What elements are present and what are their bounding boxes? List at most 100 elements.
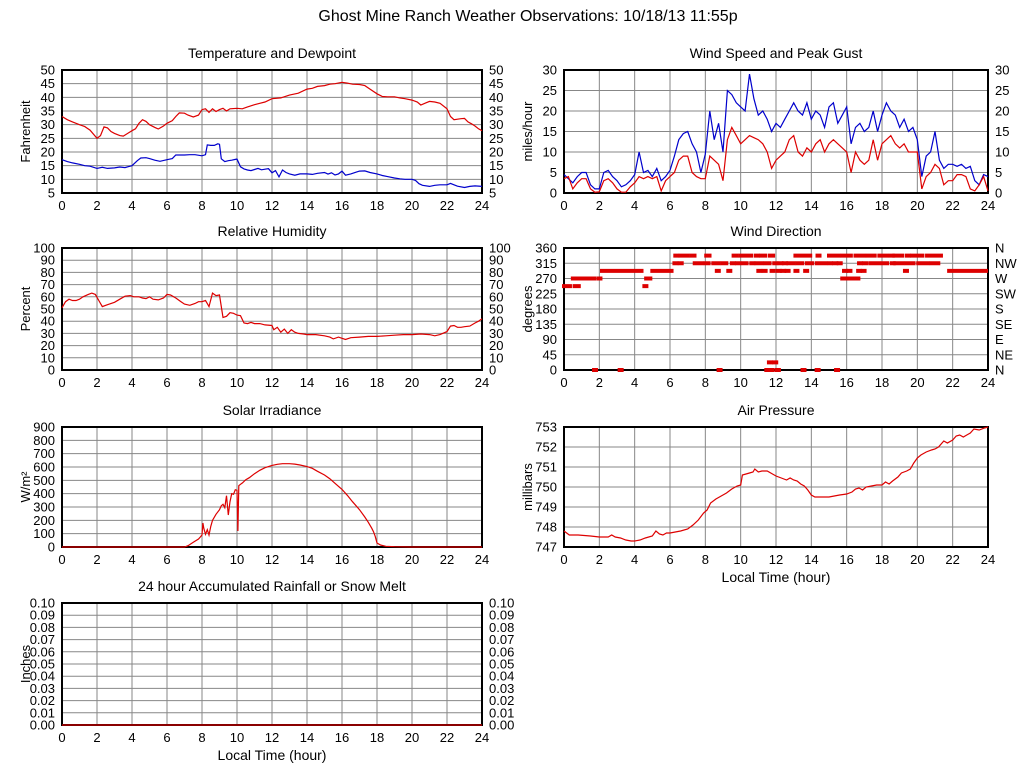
temperature-dewpoint-plot-frame <box>61 69 483 194</box>
svg-text:400: 400 <box>33 486 55 501</box>
svg-text:0.10: 0.10 <box>30 596 55 611</box>
svg-text:18: 18 <box>875 198 889 213</box>
wind-direction-mark <box>741 261 749 266</box>
svg-text:6: 6 <box>163 552 170 567</box>
svg-text:4: 4 <box>128 198 135 213</box>
svg-text:16: 16 <box>335 730 349 745</box>
svg-text:20: 20 <box>405 375 419 390</box>
wind-direction-mark <box>677 261 684 266</box>
svg-text:2: 2 <box>596 375 603 390</box>
svg-text:20: 20 <box>910 375 924 390</box>
svg-text:45: 45 <box>489 76 503 91</box>
temperature-dewpoint-ylabel: Fahrenheit <box>18 100 33 163</box>
wind-direction-mark <box>716 368 723 372</box>
svg-text:8: 8 <box>702 198 709 213</box>
svg-text:900: 900 <box>33 420 55 435</box>
irradiance-series <box>62 463 482 548</box>
rainfall-xlabel: Local Time (hour) <box>218 747 327 763</box>
svg-text:100: 100 <box>33 526 55 541</box>
wind-direction-mark <box>893 261 905 266</box>
wind-direction-mark <box>910 253 925 258</box>
svg-text:6: 6 <box>666 198 673 213</box>
pressure-series <box>563 426 989 542</box>
svg-text:22: 22 <box>440 198 454 213</box>
svg-text:50: 50 <box>489 302 503 317</box>
wind-direction-mark <box>596 276 603 281</box>
svg-text:80: 80 <box>489 265 503 280</box>
svg-text:0.05: 0.05 <box>30 657 55 672</box>
svg-text:90: 90 <box>41 253 55 268</box>
wind-direction-mark <box>925 253 943 258</box>
wind-direction-mark <box>761 268 768 273</box>
wind-direction-mark <box>860 268 867 273</box>
wind-direction-mark <box>689 253 697 258</box>
svg-text:S: S <box>995 302 1004 317</box>
wind-direction-mark <box>703 261 711 266</box>
svg-text:24: 24 <box>981 375 995 390</box>
svg-text:90: 90 <box>543 332 557 347</box>
svg-text:0.06: 0.06 <box>489 644 514 659</box>
svg-text:10: 10 <box>230 375 244 390</box>
wind-direction-mark <box>735 261 742 266</box>
svg-text:40: 40 <box>489 314 503 329</box>
svg-text:70: 70 <box>489 277 503 292</box>
svg-text:10: 10 <box>733 552 747 567</box>
wind-speed-series <box>563 125 989 193</box>
svg-text:0: 0 <box>48 363 55 378</box>
wind-direction-mark <box>775 268 782 273</box>
rainfall-chart: 24 hour Accumulated Rainfall or Snow Mel… <box>18 578 514 763</box>
rainfall-title: 24 hour Accumulated Rainfall or Snow Mel… <box>138 578 406 594</box>
svg-text:15: 15 <box>543 124 557 139</box>
wind-direction-mark <box>772 360 779 365</box>
wind-direction-mark <box>572 284 581 289</box>
wind-direction-mark <box>904 261 916 266</box>
svg-text:12: 12 <box>265 375 279 390</box>
svg-text:12: 12 <box>769 375 783 390</box>
relative-humidity-ylabel: Percent <box>18 286 33 331</box>
svg-text:0: 0 <box>58 552 65 567</box>
wind-direction-mark <box>562 284 572 289</box>
wind-direction-mark <box>673 253 680 258</box>
svg-text:100: 100 <box>33 241 55 256</box>
wind-direction-mark <box>764 368 771 372</box>
wind-direction-mark <box>774 368 781 372</box>
svg-text:24: 24 <box>981 552 995 567</box>
svg-text:0: 0 <box>58 375 65 390</box>
svg-text:4: 4 <box>631 375 638 390</box>
wind-direction-mark <box>889 261 896 266</box>
svg-text:315: 315 <box>535 256 557 271</box>
wind-direction-mark <box>570 276 577 281</box>
svg-text:24: 24 <box>475 730 489 745</box>
svg-text:15: 15 <box>489 158 503 173</box>
wind-direction-title: Wind Direction <box>730 223 821 239</box>
wind-direction-mark <box>678 253 690 258</box>
svg-text:0.03: 0.03 <box>489 681 514 696</box>
svg-text:20: 20 <box>489 338 503 353</box>
svg-text:0.05: 0.05 <box>489 657 514 672</box>
svg-text:70: 70 <box>41 277 55 292</box>
wind-direction-mark <box>590 276 597 281</box>
svg-text:0.10: 0.10 <box>489 596 514 611</box>
wind-direction-mark <box>844 276 851 281</box>
wind-direction-mark <box>763 261 772 266</box>
svg-text:45: 45 <box>41 76 55 91</box>
svg-text:14: 14 <box>300 552 314 567</box>
wind-direction-mark <box>795 261 805 266</box>
svg-text:4: 4 <box>128 375 135 390</box>
svg-text:24: 24 <box>475 198 489 213</box>
svg-text:10: 10 <box>41 172 55 187</box>
svg-text:20: 20 <box>405 552 419 567</box>
svg-text:0.01: 0.01 <box>489 705 514 720</box>
svg-text:14: 14 <box>300 375 314 390</box>
svg-text:45: 45 <box>543 347 557 362</box>
wind-direction-mark <box>769 268 776 273</box>
svg-text:W: W <box>995 271 1008 286</box>
svg-text:0: 0 <box>560 198 567 213</box>
svg-text:N: N <box>995 241 1004 256</box>
svg-text:10: 10 <box>230 198 244 213</box>
wind-direction-mark <box>672 261 679 266</box>
